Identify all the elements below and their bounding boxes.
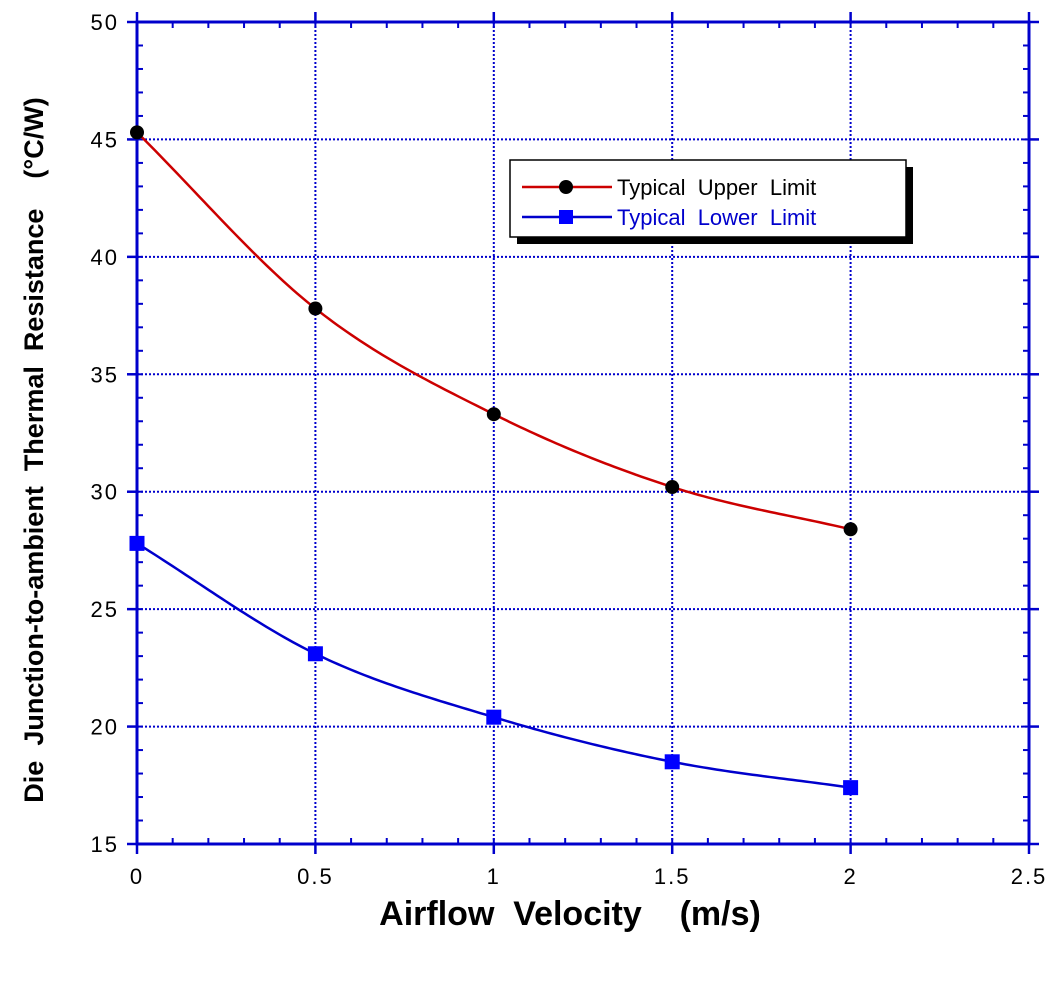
legend: Typical Upper Limit Typical Lower Limit	[510, 160, 913, 244]
legend-marker-upper	[559, 180, 573, 194]
data-point-square	[308, 646, 323, 661]
data-point-square	[843, 780, 858, 795]
data-point-square	[486, 710, 501, 725]
x-tick-labels: 0 0.5 1 1.5 2 2.5	[130, 864, 1047, 889]
legend-label-lower: Typical Lower Limit	[617, 205, 816, 230]
legend-marker-lower	[559, 210, 573, 224]
y-tick-label: 40	[91, 245, 119, 270]
y-tick-label: 45	[91, 127, 119, 152]
y-tick-label: 15	[91, 832, 119, 857]
y-axis-title: Die Junction-to-ambient Thermal Resistan…	[19, 97, 49, 802]
x-tick-label: 2.5	[1011, 864, 1048, 889]
y-tick-labels: 15 20 25 30 35 40 45 50	[91, 10, 119, 857]
x-tick-label: 0.5	[297, 864, 334, 889]
x-axis-title: Airflow Velocity (m/s)	[379, 895, 761, 933]
x-tick-label: 2	[843, 864, 857, 889]
y-tick-label: 35	[91, 362, 119, 387]
plot-area-frame	[137, 22, 1029, 844]
minor-ticks	[137, 22, 1029, 844]
data-point-circle	[130, 125, 144, 139]
data-point-circle	[844, 522, 858, 536]
x-tick-label: 1.5	[654, 864, 691, 889]
y-tick-label: 20	[91, 715, 119, 740]
y-tick-label: 50	[91, 10, 119, 35]
y-tick-label: 30	[91, 480, 119, 505]
y-tick-label: 25	[91, 597, 119, 622]
data-point-square	[665, 754, 680, 769]
legend-label-upper: Typical Upper Limit	[617, 175, 816, 200]
data-point-circle	[308, 302, 322, 316]
x-tick-label: 1	[487, 864, 501, 889]
x-tick-label: 0	[130, 864, 144, 889]
grid	[127, 12, 1039, 854]
data-point-circle	[487, 407, 501, 421]
data-point-circle	[665, 480, 679, 494]
data-point-square	[130, 536, 145, 551]
